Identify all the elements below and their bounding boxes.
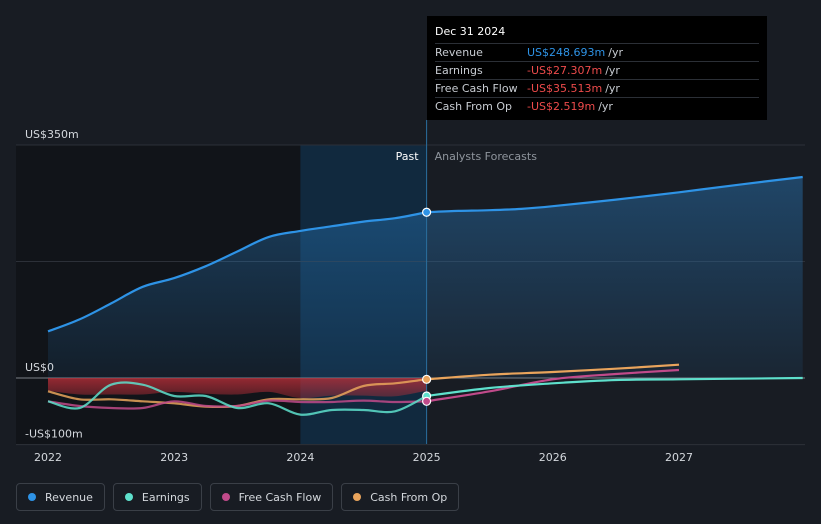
tooltip-value: -US$2.519m [527,100,596,113]
earnings-dot-icon [124,493,133,501]
legend-item-revenue[interactable]: Revenue [16,483,105,511]
tooltip-value: -US$35.513m [527,82,603,95]
x-tick-label: 2025 [413,451,441,464]
tooltip-row-cash-from-op: Cash From Op -US$2.519m /yr [435,97,759,115]
tooltip-row-earnings: Earnings -US$27.307m /yr [435,61,759,79]
revenue-dot-icon [28,493,36,501]
legend-item-cash-from-op[interactable]: Cash From Op [341,483,460,511]
tooltip-value: US$248.693m [527,46,606,59]
tooltip-label: Revenue [435,46,483,59]
negative-area [48,378,427,399]
cash-from-op-dot-icon [353,493,362,501]
tooltip-value: -US$27.307m [527,64,603,77]
legend-item-earnings[interactable]: Earnings [112,483,202,511]
cash-from-op-line-forecast [426,363,680,381]
tooltip-unit: /yr [598,100,613,113]
revenue-area [48,177,803,378]
forecast-label: Analysts Forecasts [435,150,538,163]
revenue-line-past [47,211,427,333]
free-cash-flow-dot-icon [221,493,230,501]
y-tick-label: -US$100m [25,428,83,441]
revenue-marker [422,207,432,217]
tooltip-label: Earnings [435,64,483,77]
free-cash-flow-marker [422,396,432,406]
x-tick-label: 2023 [160,451,188,464]
legend-label: Free Cash Flow [238,490,322,504]
y-tick-label: US$0 [25,361,54,374]
legend-label: Earnings [141,490,190,504]
tooltip-row-revenue: Revenue US$248.693m /yr [435,43,759,61]
legend-label: Cash From Op [370,490,448,504]
revenue-line-forecast [426,175,803,214]
earnings-line-past [47,381,428,416]
past-label: Past [396,150,420,163]
free-cash-flow-line-past [47,399,427,410]
x-tick-label: 2022 [34,451,62,464]
tooltip-date: Dec 31 2024 [435,25,506,38]
tooltip-label: Cash From Op [435,100,513,113]
legend: Revenue Earnings Free Cash Flow Cash Fro… [16,483,460,511]
legend-label: Revenue [45,490,93,504]
x-tick-label: 2027 [665,451,693,464]
tooltip: Dec 31 2024 Revenue US$248.693m /yr Earn… [427,16,767,120]
x-tick-label: 2024 [286,451,314,464]
x-axis-labels: 2022 2023 2024 2025 2026 2027 [34,451,693,464]
free-cash-flow-line-forecast [426,368,680,403]
x-tick-label: 2026 [539,451,567,464]
cash-from-op-marker [422,374,432,384]
y-tick-label: US$350m [25,128,79,141]
earnings-line-forecast [426,376,803,398]
y-axis-labels: US$350m US$0 -US$100m [25,128,83,441]
tooltip-unit: /yr [608,46,623,59]
tooltip-unit: /yr [605,64,620,77]
tooltip-unit: /yr [605,82,620,95]
series-markers [422,207,432,406]
series-lines [47,175,803,416]
legend-item-free-cash-flow[interactable]: Free Cash Flow [209,483,334,511]
tooltip-label: Free Cash Flow [435,82,518,95]
tooltip-row-free-cash-flow: Free Cash Flow -US$35.513m /yr [435,79,759,97]
